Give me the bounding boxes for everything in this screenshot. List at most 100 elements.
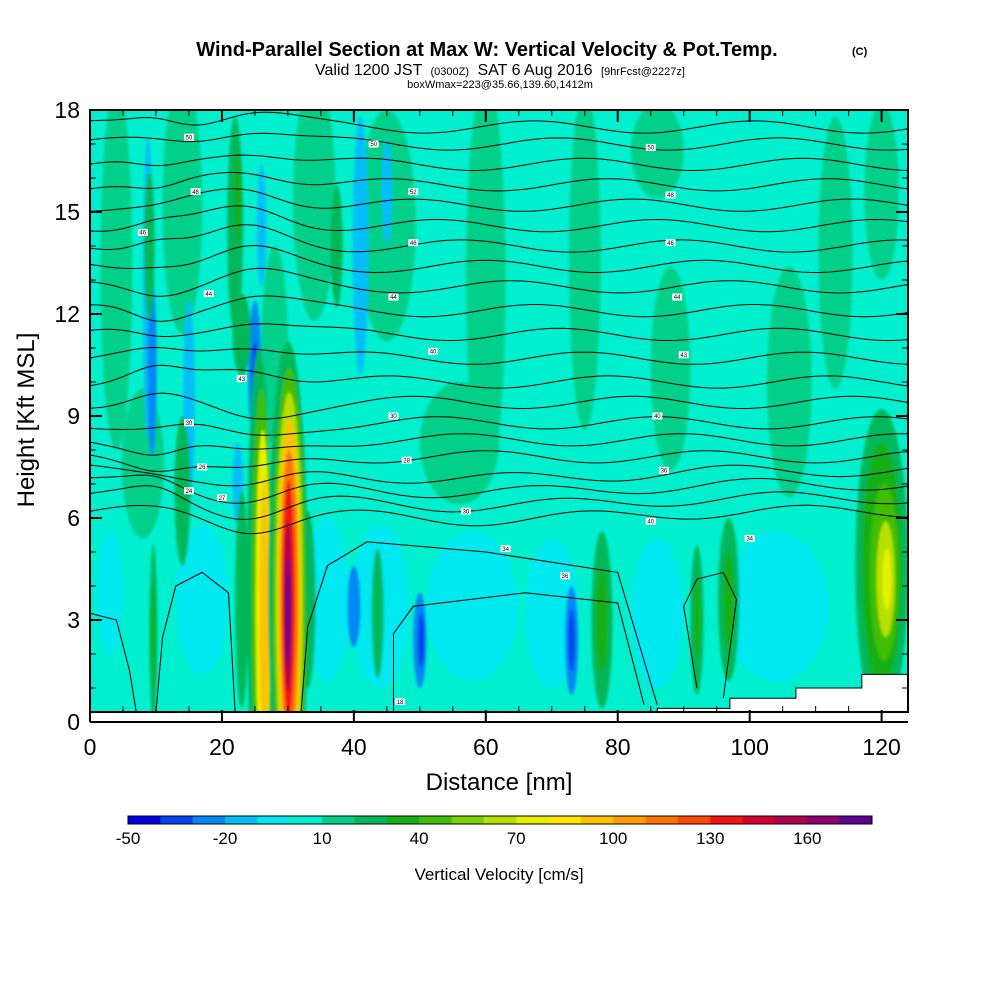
contour-label-bg-14 — [388, 412, 399, 420]
x-tick-label-1: 20 — [209, 734, 235, 760]
velocity-cell-9 — [864, 110, 899, 280]
contour-label-20: 40 — [652, 412, 663, 420]
contour-label-bg-11 — [408, 239, 419, 247]
contour-label-text-26: 48 — [667, 193, 674, 199]
contour-label-3: 30 — [183, 419, 194, 427]
contour-label-bg-20 — [652, 412, 663, 420]
colorbar-swatch-1 — [160, 816, 194, 824]
contour-label-text-4: 43 — [238, 377, 245, 383]
velocity-cell-0 — [100, 110, 133, 450]
velocity-cell-30 — [147, 280, 157, 457]
colorbar-swatch-12 — [516, 816, 550, 824]
boundary-contour-4 — [683, 571, 738, 699]
contour-label-13: 40 — [428, 347, 439, 356]
colorbar-swatch-9 — [419, 816, 452, 824]
velocity-cell-7 — [766, 266, 812, 498]
isentrope-9 — [90, 346, 908, 365]
colorbar-label-0: -50 — [116, 829, 141, 848]
colorbar-label-2: 10 — [313, 829, 332, 848]
colorbar-swatch-21 — [807, 816, 841, 824]
velocity-cell-22 — [723, 531, 829, 682]
velocity-cell-27 — [256, 164, 267, 287]
x-axis: 0 20 40 60 80 100 120 — [84, 110, 901, 760]
contour-label-21: 36 — [658, 466, 669, 475]
colorbar-swatch-3 — [225, 816, 258, 824]
contour-label-text-5: 44 — [205, 292, 212, 298]
contour-label-bg-17 — [500, 545, 511, 553]
isentrope-labels: 24 26 27 30 43 44 46 48 50 50 52 46 44 40 30 28 30 34 36 40… — [137, 133, 755, 706]
x-tick-label-5: 100 — [730, 734, 768, 760]
isentrope-17 — [90, 172, 908, 192]
x-tick-label-3: 60 — [473, 734, 499, 760]
colorbar-swatch-4 — [257, 816, 291, 824]
boundary-contour-0 — [90, 612, 137, 712]
contour-label-26: 48 — [665, 191, 676, 199]
isentrope-8 — [90, 364, 908, 389]
x-tick-label-4: 80 — [605, 734, 631, 760]
velocity-cell-2 — [293, 110, 336, 321]
contour-label-4: 43 — [236, 375, 247, 383]
contour-label-bg-4 — [236, 375, 247, 383]
plot-frame — [89, 109, 909, 713]
isentrope-10 — [90, 323, 908, 342]
velocity-field — [96, 110, 908, 712]
contour-label-bg-10 — [408, 188, 419, 196]
velocity-cell-70 — [285, 558, 291, 668]
isentrope-11 — [90, 295, 908, 322]
colorbar-label-7: 160 — [793, 829, 821, 848]
contour-label-bg-0 — [183, 487, 194, 495]
subtitle-valid: Valid 1200 JST — [315, 62, 423, 79]
contour-label-11: 46 — [408, 239, 419, 247]
x-tick-label-2: 40 — [341, 734, 367, 760]
colorbar-title: Vertical Velocity [cm/s] — [414, 865, 583, 884]
colorbar-swatch-14 — [580, 816, 614, 824]
colorbar-swatch-22 — [839, 816, 873, 824]
contour-label-text-8: 50 — [186, 135, 193, 141]
contour-label-28: 18 — [395, 698, 406, 706]
velocity-cell-8 — [818, 116, 853, 389]
contour-label-10: 52 — [408, 188, 419, 196]
contour-label-8: 50 — [183, 133, 194, 141]
contour-label-12: 44 — [388, 293, 399, 301]
contour-label-text-23: 43 — [680, 353, 687, 359]
boundary-contour-3 — [393, 592, 645, 712]
isentrope-5 — [90, 433, 908, 456]
x-tick-label-0: 0 — [84, 734, 97, 760]
y-tick-label-4: 12 — [54, 301, 80, 327]
contour-label-bg-15 — [401, 456, 412, 464]
contour-label-bg-27 — [645, 143, 656, 151]
contour-label-bg-25 — [665, 239, 676, 247]
contour-label-bg-9 — [368, 140, 379, 148]
contour-label-bg-22 — [744, 534, 755, 542]
contour-label-bg-8 — [183, 133, 194, 141]
velocity-cell-1 — [162, 110, 203, 335]
colorbar-swatch-13 — [548, 816, 582, 824]
velocity-cell-33 — [417, 613, 425, 668]
contour-label-text-3: 30 — [186, 421, 193, 427]
contour-label-text-17: 34 — [502, 547, 509, 553]
velocity-cell-42 — [330, 184, 343, 308]
contour-label-14: 30 — [388, 412, 399, 420]
contour-label-23: 43 — [678, 351, 689, 359]
velocity-cell-12 — [419, 382, 499, 505]
velocity-cell-62 — [259, 477, 269, 712]
colorbar-label-3: 40 — [410, 829, 429, 848]
contour-label-text-7: 48 — [192, 190, 199, 196]
contour-label-text-20: 40 — [654, 414, 661, 420]
title-mark: (C) — [852, 46, 868, 58]
plot-area: 24 26 27 30 43 44 46 48 50 50 52 46 44 40 30 28 30 34 36 40… — [90, 110, 908, 712]
x-axis-label: Distance [nm] — [426, 769, 573, 796]
contour-label-bg-16 — [461, 507, 472, 515]
contour-label-bg-18 — [559, 572, 570, 580]
contour-label-15: 28 — [401, 456, 412, 464]
contour-label-bg-12 — [388, 293, 399, 301]
colorbar-swatch-8 — [386, 816, 420, 824]
chart-title: Wind-Parallel Section at Max W: Vertical… — [196, 39, 867, 61]
velocity-cell-58 — [882, 548, 892, 610]
colorbar-swatch-17 — [677, 816, 711, 824]
contour-label-bg-5 — [203, 290, 214, 298]
contour-label-text-24: 44 — [674, 295, 681, 301]
isentrope-12 — [90, 267, 908, 297]
y-tick-label-1: 3 — [67, 607, 80, 633]
contour-label-bg-6 — [137, 228, 148, 236]
